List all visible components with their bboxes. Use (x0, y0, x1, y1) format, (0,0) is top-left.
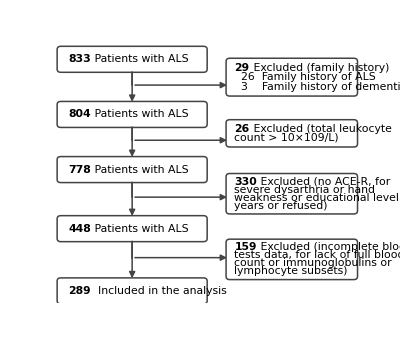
FancyBboxPatch shape (57, 216, 207, 242)
Text: lymphocyte subsets): lymphocyte subsets) (234, 266, 348, 276)
FancyBboxPatch shape (226, 174, 358, 214)
Text: 804: 804 (69, 109, 91, 119)
Text: Excluded (total leukocyte: Excluded (total leukocyte (250, 124, 392, 134)
Text: Excluded (incomplete blood: Excluded (incomplete blood (257, 242, 400, 252)
Text: Patients with ALS: Patients with ALS (91, 54, 189, 64)
FancyBboxPatch shape (57, 101, 207, 128)
Text: 289: 289 (69, 286, 91, 296)
Text: tests data, for lack of full blood: tests data, for lack of full blood (234, 250, 400, 261)
Text: 26  Family history of ALS: 26 Family history of ALS (234, 72, 376, 82)
Text: 26: 26 (234, 124, 250, 134)
Text: count > 10×109/L): count > 10×109/L) (234, 133, 339, 143)
Text: 778: 778 (69, 165, 91, 175)
Text: Patients with ALS: Patients with ALS (91, 165, 189, 175)
FancyBboxPatch shape (57, 46, 207, 72)
Text: 833: 833 (69, 54, 91, 64)
Text: 330: 330 (234, 177, 257, 187)
FancyBboxPatch shape (57, 157, 207, 182)
Text: years or refused): years or refused) (234, 201, 328, 211)
Text: Excluded (no ACE-R, for: Excluded (no ACE-R, for (257, 177, 390, 187)
FancyBboxPatch shape (57, 278, 207, 304)
FancyBboxPatch shape (226, 120, 358, 147)
Text: count or immunoglobulins or: count or immunoglobulins or (234, 258, 392, 268)
Text: Patients with ALS: Patients with ALS (91, 109, 189, 119)
Text: 448: 448 (69, 224, 91, 234)
Text: Included in the analysis: Included in the analysis (91, 286, 227, 296)
Text: severe dysarthria or hand: severe dysarthria or hand (234, 185, 376, 195)
Text: 159: 159 (234, 242, 257, 252)
Text: weakness or educational level <3: weakness or educational level <3 (234, 193, 400, 203)
Text: 29: 29 (234, 63, 250, 73)
FancyBboxPatch shape (226, 239, 358, 280)
Text: Excluded (family history): Excluded (family history) (250, 63, 389, 73)
Text: Patients with ALS: Patients with ALS (91, 224, 189, 234)
Text: 3    Family history of dementia: 3 Family history of dementia (234, 82, 400, 92)
FancyBboxPatch shape (226, 58, 358, 96)
